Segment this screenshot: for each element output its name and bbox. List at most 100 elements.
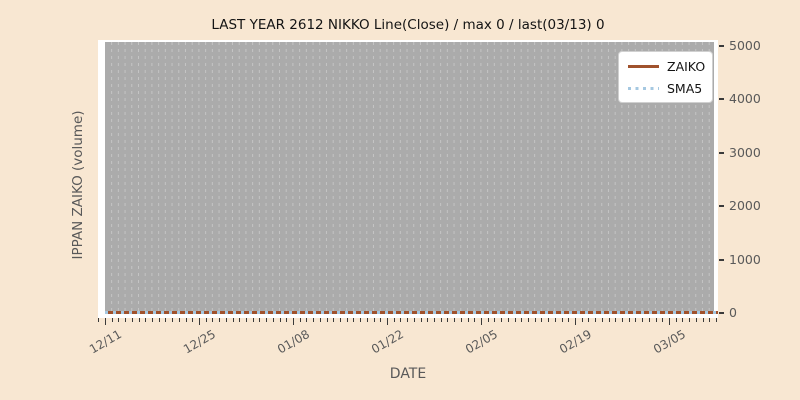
legend-label: ZAIKO [667, 58, 706, 74]
x-major-tick [198, 318, 200, 325]
sma5-line-sample-icon [628, 86, 659, 90]
x-minor-tick [259, 318, 261, 322]
x-minor-tick [333, 318, 335, 322]
x-minor-tick [527, 318, 529, 322]
x-minor-tick [111, 318, 113, 322]
x-minor-tick [427, 318, 429, 322]
x-minor-tick [541, 318, 543, 322]
y-tick-label: 3000 [729, 144, 761, 160]
x-minor-tick [151, 318, 153, 322]
x-minor-tick [454, 318, 455, 322]
x-minor-tick [178, 318, 180, 322]
x-minor-tick [225, 318, 227, 322]
x-minor-tick [501, 318, 502, 322]
x-minor-tick [212, 318, 214, 322]
x-minor-tick [521, 318, 523, 322]
x-minor-tick [299, 318, 301, 322]
x-minor-tick [239, 318, 241, 322]
x-minor-tick [245, 318, 247, 322]
x-minor-tick [346, 318, 348, 322]
x-minor-tick [682, 318, 684, 322]
x-minor-tick [118, 318, 120, 322]
x-minor-tick [205, 318, 207, 322]
x-minor-tick [695, 318, 697, 322]
y-tick-label: 0 [729, 305, 737, 320]
x-minor-tick [400, 318, 402, 322]
chart-title: LAST YEAR 2612 NIKKO Line(Close) / max 0… [211, 17, 605, 33]
x-minor-tick [232, 318, 234, 322]
x-minor-tick [581, 318, 583, 322]
legend: ZAIKO SMA5 [618, 51, 713, 103]
x-minor-tick [433, 318, 435, 322]
x-minor-tick [185, 318, 187, 322]
x-minor-tick [514, 318, 516, 322]
x-minor-tick [172, 318, 174, 322]
x-major-tick [480, 318, 482, 325]
x-minor-tick [393, 318, 395, 322]
x-minor-tick [313, 318, 314, 322]
gridlines [111, 42, 710, 313]
x-minor-tick [447, 318, 449, 322]
x-minor-tick [487, 318, 489, 322]
x-minor-tick [467, 318, 469, 322]
y-tick [719, 98, 724, 101]
x-minor-tick [279, 318, 281, 322]
x-minor-tick [709, 318, 711, 322]
x-minor-tick [125, 318, 127, 322]
x-minor-tick [568, 318, 570, 322]
y-tick [719, 45, 724, 47]
x-minor-tick [366, 318, 368, 322]
x-major-tick [104, 318, 106, 325]
x-minor-tick [689, 318, 690, 322]
legend-item-zaiko: ZAIKO [619, 59, 712, 74]
x-minor-tick [474, 318, 476, 322]
y-tick-label: 2000 [729, 198, 761, 214]
x-minor-tick [306, 318, 308, 322]
x-minor-tick [460, 318, 462, 322]
x-minor-tick [621, 318, 623, 322]
plot-area [105, 42, 714, 313]
y-tick-label: 5000 [729, 38, 761, 53]
x-tick-label: 12/25 [180, 327, 218, 357]
y-axis-label: IPPAN ZAIKO (volume) [70, 110, 86, 260]
x-minor-tick [192, 318, 194, 322]
x-tick-label: 01/08 [274, 327, 312, 357]
x-minor-tick [219, 318, 221, 322]
x-minor-tick [360, 318, 361, 322]
x-minor-tick [353, 318, 355, 322]
y-tick-label: 1000 [729, 251, 761, 267]
x-minor-tick [165, 318, 167, 322]
x-minor-tick [628, 318, 630, 322]
x-minor-tick [675, 318, 677, 322]
x-minor-tick [608, 318, 610, 322]
x-tick-label: 01/22 [368, 327, 406, 357]
y-tick-label: 4000 [729, 91, 761, 107]
x-minor-tick [648, 318, 650, 322]
x-minor-tick [326, 318, 328, 322]
x-minor-tick [407, 318, 408, 322]
x-minor-tick [131, 318, 133, 322]
x-minor-tick [642, 318, 643, 322]
x-tick-label: 02/19 [556, 327, 594, 357]
x-minor-tick [413, 318, 415, 322]
x-minor-tick [534, 318, 536, 322]
x-minor-tick [635, 318, 637, 322]
x-minor-tick [158, 318, 160, 322]
sma5-series-line [105, 311, 718, 314]
zaiko-line-sample-icon [628, 64, 659, 68]
x-minor-tick [373, 318, 375, 322]
legend-item-sma5: SMA5 [619, 81, 712, 96]
x-minor-tick [548, 318, 549, 322]
x-minor-tick [595, 318, 596, 322]
x-minor-tick [272, 318, 274, 322]
x-minor-tick [655, 318, 657, 322]
x-minor-tick [252, 318, 254, 322]
x-minor-tick [98, 318, 100, 322]
x-minor-tick [662, 318, 664, 322]
y-tick [719, 258, 724, 261]
x-minor-tick [420, 318, 422, 322]
y-tick [719, 151, 724, 154]
x-major-tick [386, 318, 388, 325]
x-minor-tick [715, 318, 717, 322]
x-minor-tick [440, 318, 442, 322]
